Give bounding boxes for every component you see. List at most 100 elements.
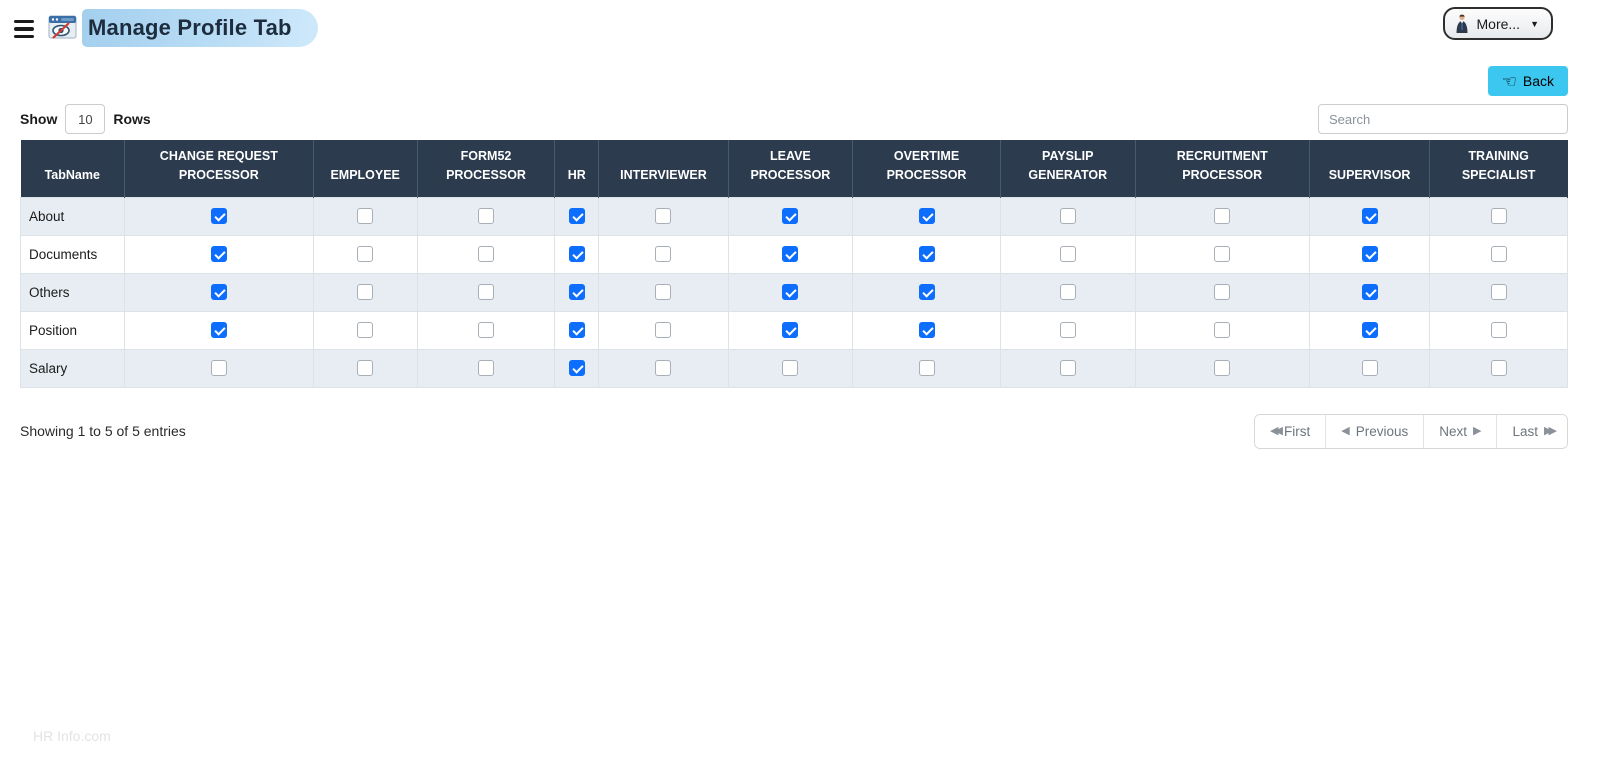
permission-checkbox-others-employee[interactable] [357, 284, 374, 301]
checkbox-cell [852, 234, 1001, 274]
permission-checkbox-others-leave-processor[interactable] [782, 284, 799, 301]
permission-checkbox-others-overtime-processor[interactable] [918, 284, 935, 301]
permission-checkbox-position-training-specialist[interactable] [1490, 322, 1507, 339]
permission-checkbox-documents-interviewer[interactable] [655, 246, 672, 263]
permission-checkbox-salary-supervisor[interactable] [1361, 360, 1378, 377]
permission-checkbox-others-interviewer[interactable] [655, 284, 672, 301]
column-header-employee[interactable]: EMPLOYEE [313, 140, 418, 198]
permission-checkbox-salary-interviewer[interactable] [655, 360, 672, 377]
permission-checkbox-others-recruitment-processor[interactable] [1214, 284, 1231, 301]
checkbox-cell [1308, 196, 1431, 236]
permission-checkbox-position-overtime-processor[interactable] [918, 322, 935, 339]
column-header-overtime-processor[interactable]: OVERTIME PROCESSOR [852, 140, 1001, 198]
permission-checkbox-others-change-request-processor[interactable] [210, 284, 227, 301]
column-header-payslip-generator[interactable]: PAYSLIP GENERATOR [1000, 140, 1136, 198]
checkbox-cell [124, 348, 314, 388]
permission-checkbox-about-overtime-processor[interactable] [918, 208, 935, 225]
permission-checkbox-position-employee[interactable] [357, 322, 374, 339]
permission-checkbox-salary-leave-processor[interactable] [782, 360, 799, 377]
double-chevron-right-icon: ▶▶ [1544, 424, 1557, 437]
column-header-hr[interactable]: HR [554, 140, 600, 198]
permission-checkbox-others-supervisor[interactable] [1361, 284, 1378, 301]
permission-checkbox-documents-payslip-generator[interactable] [1059, 246, 1076, 263]
permission-checkbox-documents-supervisor[interactable] [1361, 246, 1378, 263]
column-header-recruitment-processor[interactable]: RECRUITMENT PROCESSOR [1135, 140, 1310, 198]
permission-checkbox-about-recruitment-processor[interactable] [1214, 208, 1231, 225]
permission-checkbox-position-payslip-generator[interactable] [1059, 322, 1076, 339]
column-header-tabname[interactable]: TabName [20, 140, 126, 198]
permission-checkbox-position-leave-processor[interactable] [782, 322, 799, 339]
column-header-form52-processor[interactable]: FORM52 PROCESSOR [417, 140, 556, 198]
permission-checkbox-documents-form52-processor[interactable] [478, 246, 495, 263]
permission-checkbox-documents-leave-processor[interactable] [782, 246, 799, 263]
checkbox-cell [598, 272, 729, 312]
permission-checkbox-about-payslip-generator[interactable] [1059, 208, 1076, 225]
checkbox-cell [124, 196, 314, 236]
permission-checkbox-documents-training-specialist[interactable] [1490, 246, 1507, 263]
permission-checkbox-position-supervisor[interactable] [1361, 322, 1378, 339]
more-button[interactable]: More... ▼ [1442, 7, 1553, 40]
checkbox-cell [1134, 310, 1310, 350]
permission-checkbox-salary-overtime-processor[interactable] [918, 360, 935, 377]
permission-checkbox-documents-change-request-processor[interactable] [210, 246, 227, 263]
permission-checkbox-about-change-request-processor[interactable] [210, 208, 227, 225]
permission-checkbox-about-training-specialist[interactable] [1490, 208, 1507, 225]
permission-checkbox-about-supervisor[interactable] [1361, 208, 1378, 225]
checkbox-cell [1429, 272, 1568, 312]
checkbox-cell [598, 196, 729, 236]
column-header-interviewer[interactable]: INTERVIEWER [598, 140, 729, 198]
permission-checkbox-salary-hr[interactable] [568, 360, 585, 377]
back-button-label: Back [1522, 73, 1554, 89]
permission-checkbox-salary-recruitment-processor[interactable] [1214, 360, 1231, 377]
column-header-supervisor[interactable]: SUPERVISOR [1309, 140, 1431, 198]
table-row-documents: Documents [19, 234, 1568, 274]
back-button[interactable]: ☜ Back [1487, 66, 1568, 96]
permission-checkbox-position-form52-processor[interactable] [478, 322, 495, 339]
permission-checkbox-position-interviewer[interactable] [655, 322, 672, 339]
permission-checkbox-others-hr[interactable] [568, 284, 585, 301]
permission-checkbox-salary-change-request-processor[interactable] [210, 360, 227, 377]
permission-checkbox-about-hr[interactable] [568, 208, 585, 225]
permission-checkbox-position-recruitment-processor[interactable] [1214, 322, 1231, 339]
permission-checkbox-documents-overtime-processor[interactable] [918, 246, 935, 263]
checkbox-cell [554, 348, 600, 388]
checkbox-cell [852, 196, 1001, 236]
window-eye-hidden-icon [48, 14, 78, 42]
column-header-training-specialist[interactable]: TRAINING SPECIALIST [1429, 140, 1568, 198]
permission-checkbox-others-payslip-generator[interactable] [1059, 284, 1076, 301]
checkbox-cell [312, 310, 418, 350]
next-page-button[interactable]: Next ▶ [1423, 414, 1497, 448]
previous-page-button[interactable]: ◀ Previous [1325, 414, 1424, 448]
permission-checkbox-salary-training-specialist[interactable] [1490, 360, 1507, 377]
checkbox-cell [999, 348, 1136, 388]
menu-icon[interactable] [10, 15, 38, 43]
permission-checkbox-position-change-request-processor[interactable] [210, 322, 227, 339]
permission-checkbox-about-employee[interactable] [357, 208, 374, 225]
permission-checkbox-about-form52-processor[interactable] [478, 208, 495, 225]
table-row-salary: Salary [19, 348, 1568, 388]
table-header-row: TabName CHANGE REQUEST PROCESSOR EMPLOYEE F… [20, 140, 1568, 198]
column-header-leave-processor[interactable]: LEAVE PROCESSOR [728, 140, 854, 198]
column-header-change-request-processor[interactable]: CHANGE REQUEST PROCESSOR [124, 140, 314, 198]
permission-checkbox-documents-recruitment-processor[interactable] [1214, 246, 1231, 263]
rows-count-input[interactable] [65, 104, 106, 134]
checkbox-cell [554, 196, 600, 236]
permission-checkbox-about-interviewer[interactable] [655, 208, 672, 225]
tab-name-cell: Documents [19, 234, 126, 274]
permission-checkbox-documents-hr[interactable] [568, 246, 585, 263]
permission-checkbox-about-leave-processor[interactable] [782, 208, 799, 225]
permission-checkbox-position-hr[interactable] [568, 322, 585, 339]
search-input[interactable] [1318, 104, 1568, 134]
permission-checkbox-salary-payslip-generator[interactable] [1059, 360, 1076, 377]
last-page-button[interactable]: Last ▶▶ [1496, 414, 1567, 448]
last-page-label: Last [1512, 423, 1539, 439]
permission-checkbox-documents-employee[interactable] [357, 246, 374, 263]
checkbox-cell [1308, 234, 1431, 274]
permission-checkbox-salary-form52-processor[interactable] [478, 360, 495, 377]
permission-checkbox-salary-employee[interactable] [357, 360, 374, 377]
first-page-button[interactable]: ◀◀ First [1255, 414, 1326, 448]
permission-checkbox-others-form52-processor[interactable] [478, 284, 495, 301]
page-title: Manage Profile Tab [82, 9, 318, 47]
permission-checkbox-others-training-specialist[interactable] [1490, 284, 1507, 301]
checkbox-cell [554, 234, 600, 274]
